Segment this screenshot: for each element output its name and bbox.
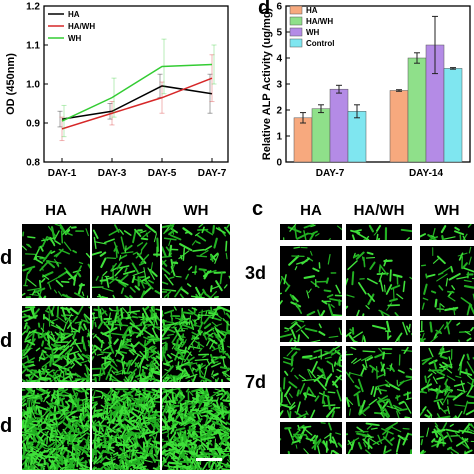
micrograph-left [22,388,90,470]
bar-ha-wh [311,108,331,163]
y-tick-label: 5 [276,28,282,39]
panel-letter-d: d [258,0,271,19]
micrograph-left [92,306,160,382]
y-tick-label: 0.8 [26,158,40,169]
micrograph-right [420,346,474,418]
x-tick-label: DAY-14 [409,168,444,179]
micrograph-right-strip [346,422,412,454]
micrograph-right [346,346,412,418]
y-tick-label: 1.2 [26,2,40,13]
legend-label: HA [68,10,80,19]
x-tick-label: DAY-3 [98,168,127,179]
y-tick-label: 1.0 [26,80,40,91]
y-tick-label: 1 [276,132,282,143]
y-axis-label: OD (450nm) [5,53,17,115]
bar-ha [293,117,313,163]
scale-bar [196,458,222,461]
legend-swatch [289,27,303,37]
legend-swatch [289,5,303,15]
micrograph-left [92,224,160,298]
legend-swatch [289,38,303,48]
x-tick-label: DAY-7 [198,168,227,179]
legend-label: WH [68,34,82,43]
od-line-chart: 0.8 0.9 1.0 1.1 1.2 DAY-1 DAY-3 DAY-5 DAY-7 OD (4… [5,2,229,179]
y-tick-label: 2 [276,106,282,117]
panel-letter-c: c [252,198,264,220]
micrograph-right-strip [420,320,474,342]
y-tick-label: 4 [276,54,282,65]
x-tick-label: DAY-1 [48,168,77,179]
y-tick-label: 6 [276,2,282,13]
left-column-label: HA/WH [100,202,152,219]
micrograph-left [22,224,90,298]
micrograph-right [280,246,342,316]
micrograph-left [22,306,90,382]
right-column-label: WH [434,202,460,219]
micrograph-left [162,388,230,470]
bar-ha-wh [407,57,427,163]
micrograph-right-strip [346,320,412,342]
series-line-ha-wh [61,77,213,130]
legend-label: HA/WH [306,17,333,26]
left-row-label: d [0,247,13,269]
series-line-wh [61,63,213,122]
bar-ha [389,90,409,163]
micrograph-right [346,246,412,316]
micrograph-right-strip [280,224,342,240]
micrograph-right-strip [280,422,342,454]
micrograph-left [92,388,160,470]
y-axis-label: Relative ALP Activity (ug/mg) [261,7,273,160]
micrograph-left [162,224,230,298]
legend-swatch [289,16,303,26]
micrograph-right-strip [280,320,342,342]
y-tick-label: 1.1 [26,41,40,52]
y-tick-label: 0.9 [26,119,40,130]
micrograph-right-strip [420,224,474,240]
x-tick-label: DAY-5 [148,168,177,179]
right-column-label: HA [300,202,322,219]
y-tick-label: 0 [276,158,282,169]
micrograph-right-strip [420,422,474,454]
right-column-label: HA/WH [353,202,405,219]
y-tick-label: 3 [276,80,282,91]
micrograph-right [420,246,474,316]
right-row-label: 3d [245,263,267,283]
legend-label: HA/WH [68,22,95,31]
micrograph-right-strip [346,224,412,240]
right-row-label: 7d [245,372,267,392]
bar-control [443,68,463,163]
micrograph-left [162,306,230,382]
left-row-label: d [0,330,13,352]
bar-wh [329,88,349,163]
left-row-label: d [0,415,13,437]
x-tick-label: DAY-7 [316,168,345,179]
legend-label: Control [306,39,334,48]
series-line-ha [61,85,213,120]
left-column-label: HA [45,202,67,219]
legend-label: HA [306,6,318,15]
bar-control [347,111,367,163]
left-column-label: WH [183,202,209,219]
legend-label: WH [306,28,320,37]
micrograph-right [280,346,342,418]
